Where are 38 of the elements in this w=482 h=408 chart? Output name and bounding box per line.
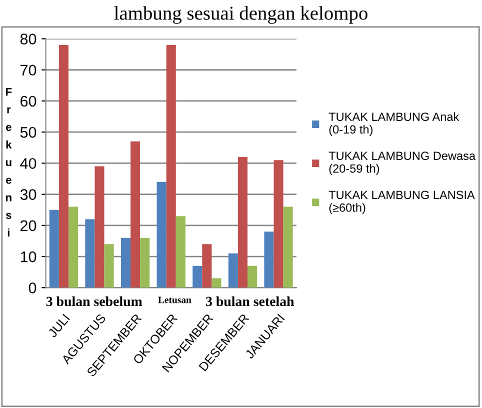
text: Letusan [158,296,192,304]
y-tick-label: 80 [20,34,36,44]
bar [192,266,202,288]
bar [264,232,274,288]
bar [85,219,95,288]
bar [68,206,78,288]
y-tick-label: 40 [20,158,36,169]
bar [130,141,140,288]
bar [228,253,238,288]
bar [58,44,68,288]
bar [49,210,59,288]
text: 3 bulan sebelum [46,296,142,306]
text: Frekuensi [6,88,12,236]
bar [212,278,222,288]
bar [120,238,131,288]
bar [247,266,258,288]
chart-title: lambung sesuai dengan kelompo [114,6,368,24]
y-tick-label: 0 [28,282,36,294]
bar [104,244,114,288]
legend-label: TUKAK LAMBUNG LANSIA (≥60th) [328,190,475,214]
y-tick-label: 20 [20,220,36,232]
bar [238,156,248,288]
text: 3 bulan setelah [206,296,294,306]
legend-label: TUKAK LAMBUNG Dewasa (20-59 th) [328,152,476,176]
bar [94,166,104,288]
bar [166,44,176,288]
bar [283,206,293,288]
legend-label: TUKAK LAMBUNG Anak (0-19 th) [328,112,460,136]
y-tick-label: 60 [20,96,36,107]
bar [140,238,150,288]
bar [274,160,284,288]
y-tick-label: 10 [20,251,36,262]
y-tick-label: 30 [20,189,36,200]
bar [176,216,186,288]
y-tick-label: 50 [20,126,36,138]
y-tick-label: 70 [20,64,36,76]
bar [202,244,212,288]
bar [156,182,166,288]
